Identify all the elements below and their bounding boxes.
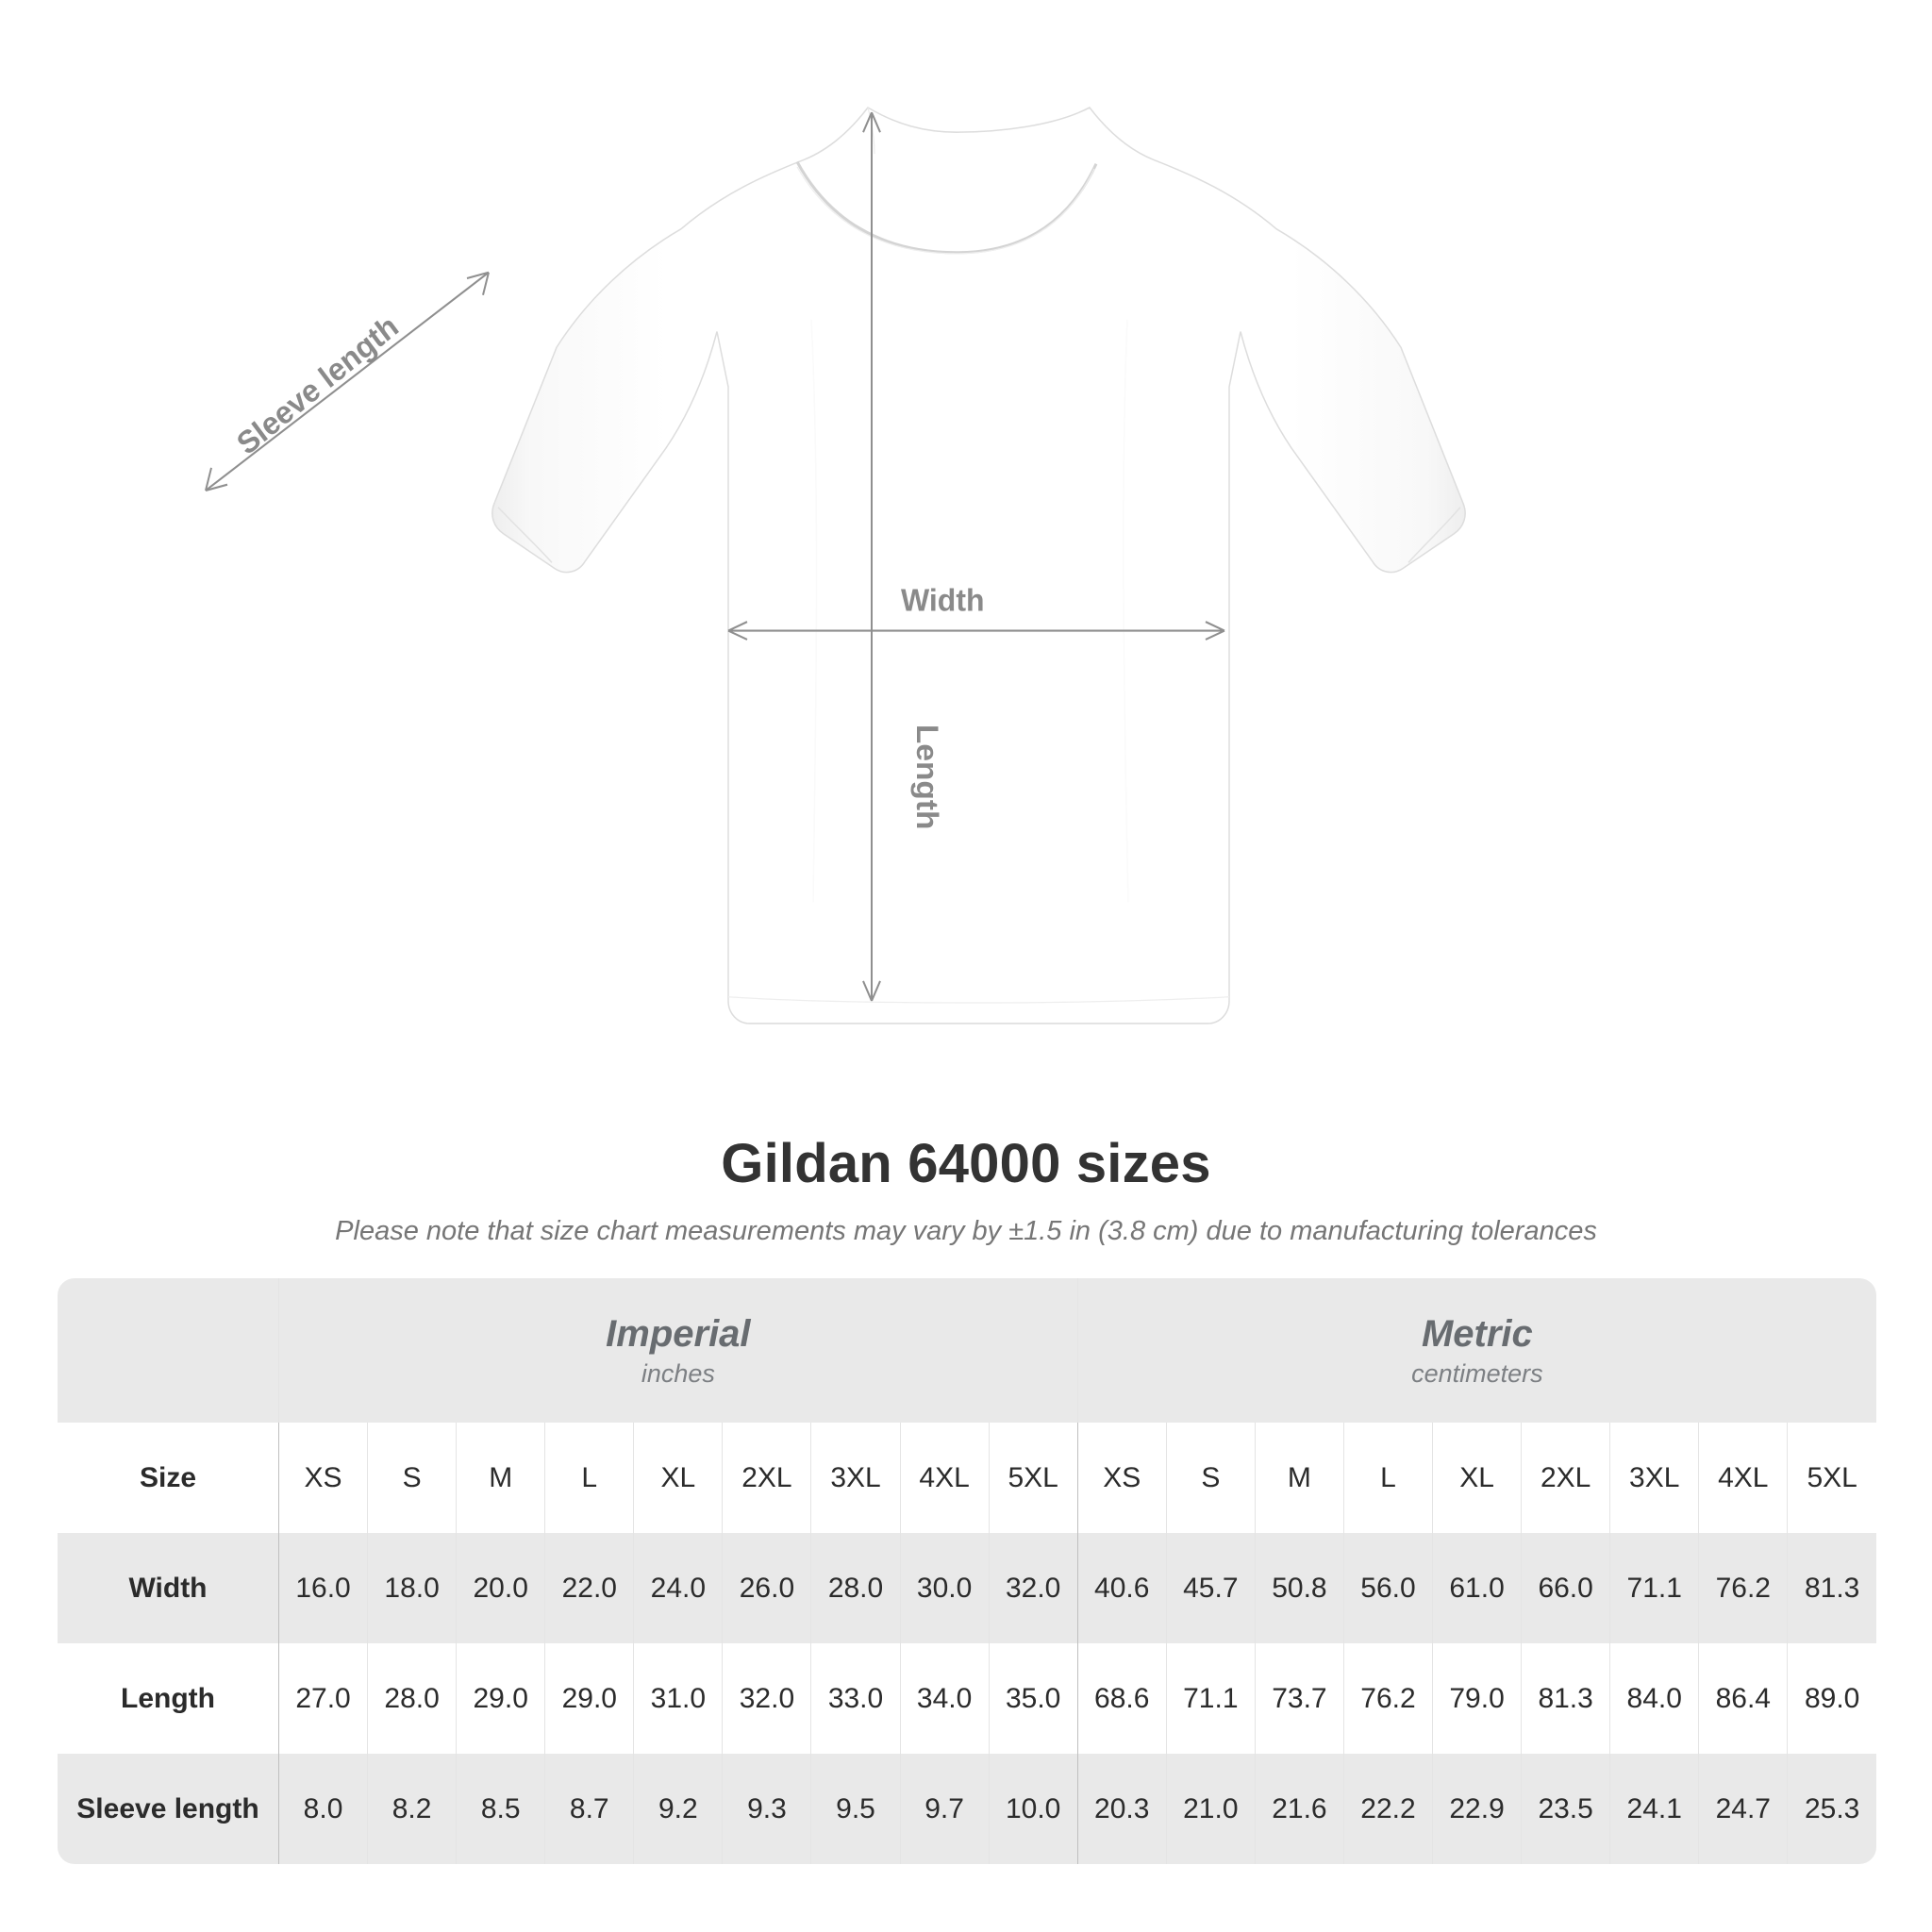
svg-text:Width: Width [901, 582, 985, 618]
svg-text:Sleeve length: Sleeve length [230, 308, 405, 461]
svg-text:Length: Length [910, 724, 944, 830]
